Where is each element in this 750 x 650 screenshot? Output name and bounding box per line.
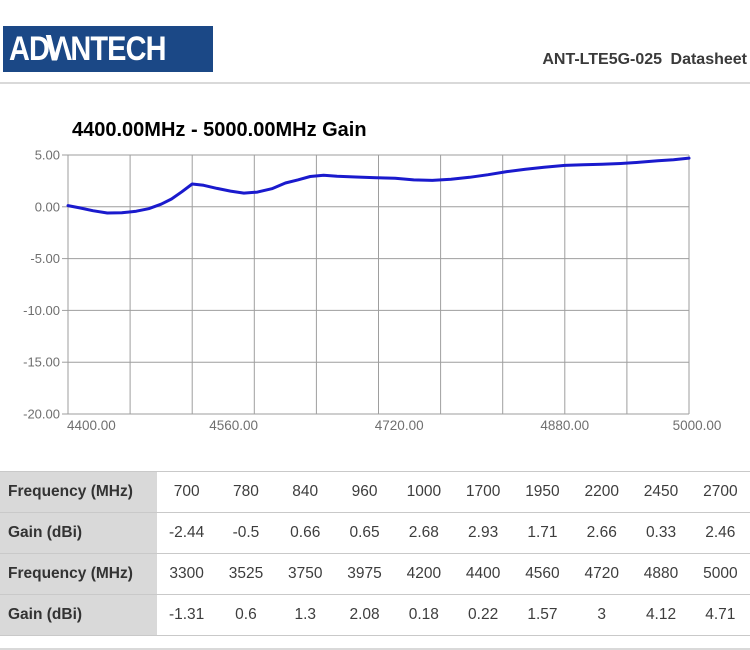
- table-cell: 4720: [584, 565, 619, 582]
- table-cell: 780: [233, 483, 259, 500]
- x-axis-label: 4400.00: [67, 418, 116, 433]
- table-cell: 1.3: [294, 606, 317, 623]
- table-cell: 2.93: [468, 524, 499, 541]
- table-cell: 2.46: [705, 524, 736, 541]
- gain-table: Frequency (MHz) 700 780 840 960 1000 1700 1950 2…: [0, 471, 750, 636]
- table-cell: 4.12: [645, 606, 677, 623]
- table-cell: 4200: [406, 565, 442, 582]
- table-cell: 5000: [703, 565, 738, 582]
- y-axis-label: 0.00: [35, 199, 60, 214]
- gain-line: [66, 156, 691, 215]
- x-axis-label: 4880.00: [540, 418, 589, 433]
- table-cell: 0.22: [468, 606, 499, 623]
- table-cell: 1000: [406, 483, 442, 500]
- x-axis-label: 4720.00: [375, 418, 424, 433]
- table-cell: 1.71: [527, 524, 558, 541]
- table-cell: 3300: [169, 565, 204, 582]
- table-cell: 0.18: [408, 606, 439, 623]
- table-cell: 3525: [228, 565, 264, 582]
- table-cell: 2450: [643, 483, 679, 500]
- table-cell: 1.57: [527, 606, 558, 623]
- y-axis-label: -20.00: [23, 407, 60, 422]
- table-cell: 2700: [703, 483, 738, 500]
- table-cell: 840: [292, 483, 319, 500]
- y-axis-label: -10.00: [23, 303, 60, 318]
- table-cell: 0.66: [290, 524, 321, 541]
- table-cell: 1950: [525, 483, 560, 500]
- logo-v-glyph: \: [45, 30, 57, 68]
- table-cell: 960: [351, 483, 378, 500]
- table-row: Frequency (MHz) 3300 3525 3750 3975 4200 4400 4…: [0, 553, 750, 595]
- table-row: Gain (dBi) -1.31 0.6 1.3 2.08 0.18 0.22 1.57 3 4.…: [0, 594, 750, 636]
- table-row: Frequency (MHz) 700 780 840 960 1000 1700 1950 2…: [0, 471, 750, 513]
- advantech-logo: AD\ΛNTECH: [3, 26, 213, 72]
- row-header: Frequency (MHz): [0, 553, 157, 595]
- y-axis-label: -5.00: [30, 251, 60, 266]
- logo-text-prefix: AD: [8, 30, 50, 68]
- table-row: Gain (dBi) -2.44 -0.5 0.66 0.65 2.68 2.93 1.71 2…: [0, 512, 750, 554]
- table-cell: 2.68: [408, 524, 439, 541]
- table-cell: 2.08: [349, 606, 380, 623]
- y-axis-label: 5.00: [35, 148, 60, 163]
- logo-a-glyph: Λ: [52, 30, 72, 68]
- table-cell: -1.31: [168, 606, 205, 623]
- row-header: Frequency (MHz): [0, 471, 157, 513]
- table-cell: 2200: [584, 483, 619, 500]
- table-cell: 3750: [288, 565, 323, 582]
- logo-text: AD\ΛNTECH: [3, 26, 167, 72]
- table-cell: 3: [597, 606, 607, 623]
- table-cell: 1700: [465, 483, 501, 500]
- table-cell: 2.66: [586, 524, 617, 541]
- table-cell: 4400: [465, 565, 501, 582]
- document-title: ANT-LTE5G-025 Datasheet: [542, 51, 747, 68]
- row-header: Gain (dBi): [0, 512, 157, 554]
- gain-chart: 5.00 0.00 -5.00 -10.00 -15.00 -20.00 4400.00 45…: [23, 148, 722, 434]
- bottom-divider: [0, 648, 750, 650]
- table-cell: 4880: [643, 565, 679, 582]
- chart-title: 4400.00MHz - 5000.00MHz Gain: [72, 119, 367, 141]
- x-axis-label: 5000.00: [673, 418, 722, 433]
- logo-text-suffix: NTECH: [70, 30, 166, 68]
- table-cell: -2.44: [168, 524, 205, 541]
- table-cell: 700: [173, 483, 200, 500]
- row-header: Gain (dBi): [0, 594, 157, 636]
- table-cell: 4560: [525, 565, 560, 582]
- table-cell: 0.6: [235, 606, 257, 623]
- table-cell: 3975: [347, 565, 382, 582]
- table-cell: 4.71: [705, 606, 736, 623]
- table-cell: 0.33: [645, 524, 677, 541]
- header-divider: [0, 82, 750, 84]
- table-cell: 0.65: [349, 524, 380, 541]
- y-axis-label: -15.00: [23, 355, 60, 370]
- table-cell: -0.5: [232, 524, 260, 541]
- x-axis-label: 4560.00: [209, 418, 258, 433]
